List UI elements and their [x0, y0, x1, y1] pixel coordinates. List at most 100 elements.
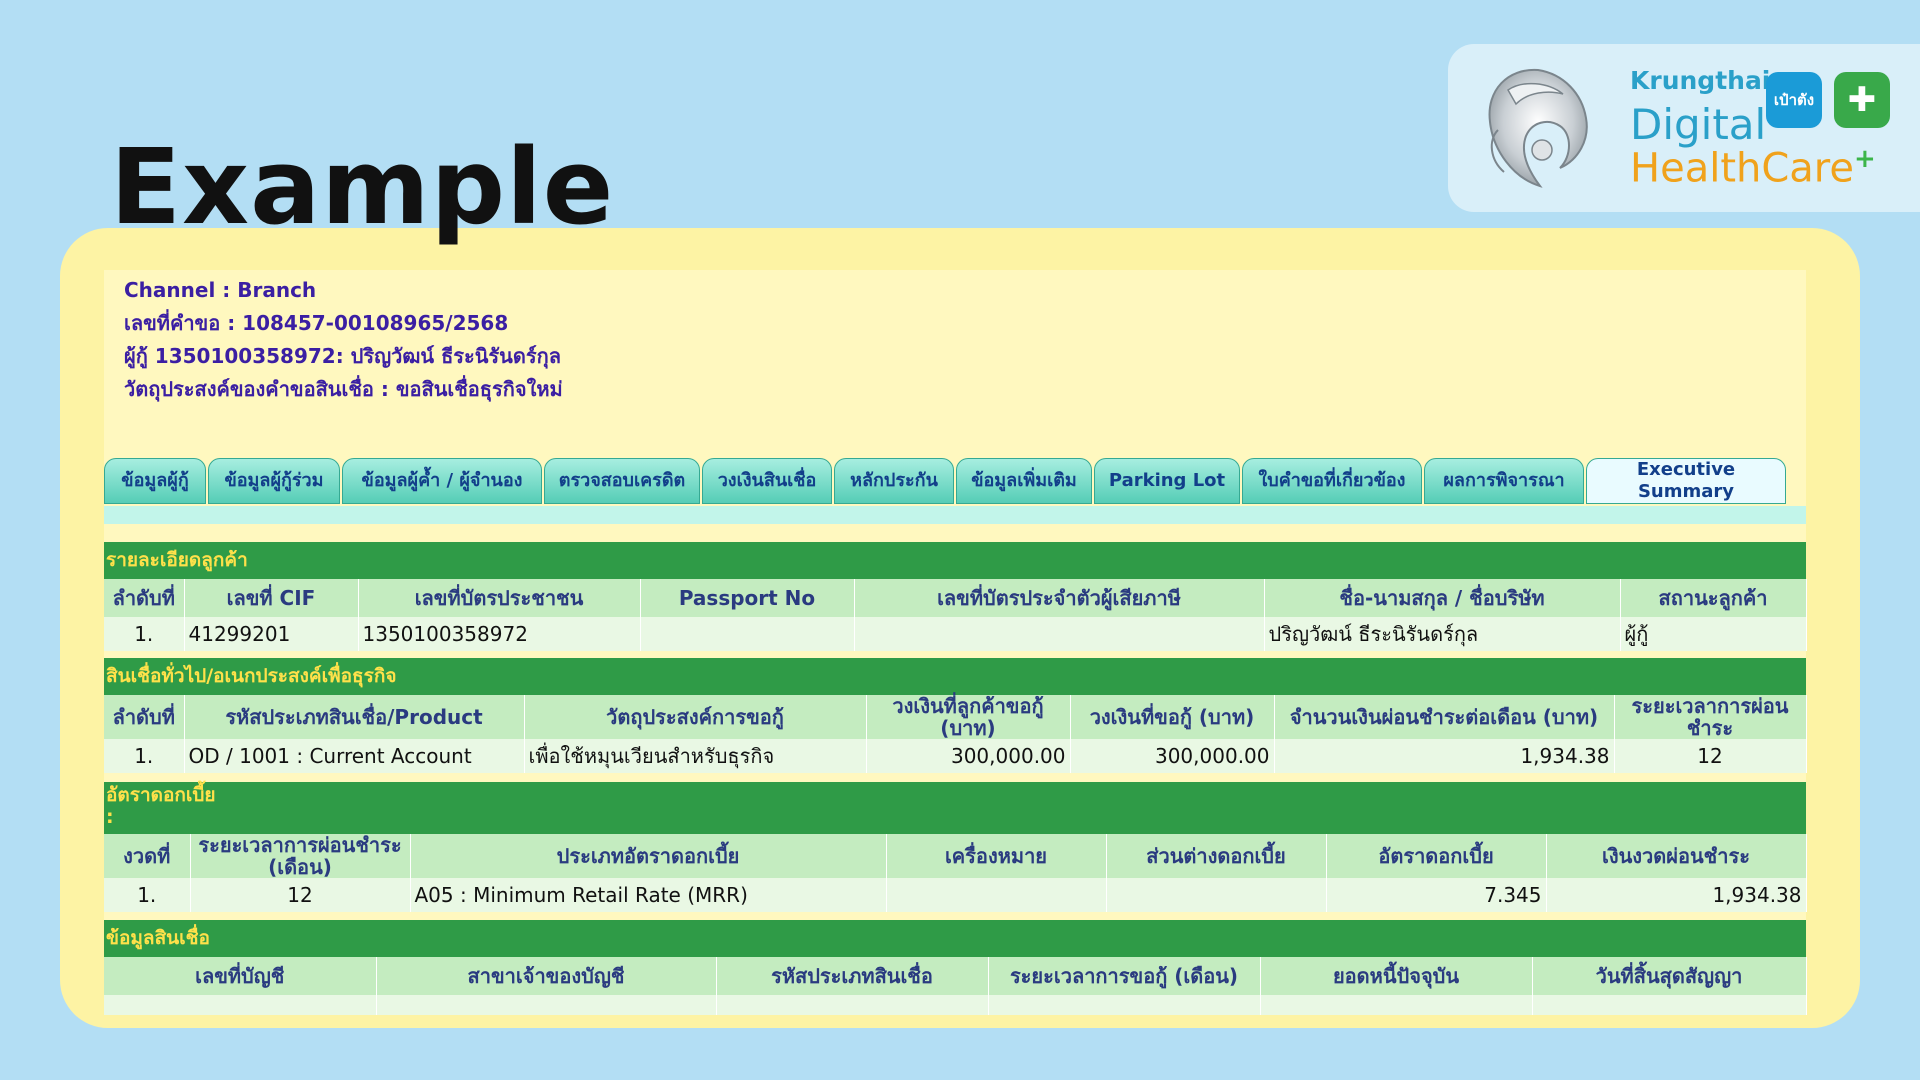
interest-rate-heading-colon: : — [106, 806, 114, 828]
credit-column-header: เลขที่บัญชี — [104, 957, 377, 995]
rate-cell: 1. — [104, 878, 191, 912]
health-plus-app-icon: ✚ — [1834, 72, 1890, 128]
loan-cell: OD / 1001 : Current Account — [184, 739, 525, 773]
loan-cell: 1. — [104, 739, 185, 773]
tab-underline — [104, 506, 1806, 524]
loan-section: สินเชื่อทั่วไป/อเนกประสงค์เพื่อธุรกิจ ลำ… — [104, 658, 1807, 773]
garuda-emblem-icon — [1488, 68, 1588, 188]
tab-2[interactable]: ข้อมูลผู้กู้ร่วม — [208, 458, 340, 504]
interest-rate-section-heading: อัตราดอกเบี้ย : — [104, 782, 1806, 834]
customer-cell: ผู้กู้ — [1620, 617, 1807, 651]
brand-plus-mark: + — [1853, 144, 1876, 174]
loan-section-heading: สินเชื่อทั่วไป/อเนกประสงค์เพื่อธุรกิจ — [104, 658, 1806, 695]
rate-cell: A05 : Minimum Retail Rate (MRR) — [410, 878, 887, 912]
customer-column-header: สถานะลูกค้า — [1620, 579, 1807, 617]
credit-empty-cell — [988, 995, 1261, 1015]
customer-cell — [854, 617, 1265, 651]
interest-rate-heading-text: อัตราดอกเบี้ย — [106, 784, 216, 806]
loan-column-header: จำนวนเงินผ่อนชำระต่อเดือน (บาท) — [1274, 695, 1615, 739]
credit-info-section: ข้อมูลสินเชื่อ เลขที่บัญชี สาขาเจ้าของบัญ… — [104, 920, 1807, 1015]
table-row: 1. 12 A05 : Minimum Retail Rate (MRR) 7.345… — [104, 878, 1807, 912]
table-row: 1. OD / 1001 : Current Account เพื่อใช้หมุ… — [104, 739, 1807, 773]
loan-summary-sheet: Channel : Branch เลขที่คำขอ : 108457-001… — [104, 270, 1807, 1015]
tab-bar: ข้อมูลผู้กู้ ข้อมูลผู้กู้ร่วม ข้อมูลผู้ค้ำ… — [104, 458, 1806, 508]
customer-column-header: เลขที่ CIF — [184, 579, 359, 617]
rate-column-header: ส่วนต่างดอกเบี้ย — [1106, 834, 1327, 878]
customer-cell — [640, 617, 855, 651]
customer-section: รายละเอียดลูกค้า ลำดับที่ เลขที่ CIF เลขที… — [104, 542, 1807, 651]
brand-logo-panel: Krungthai Digital HealthCare+ เป๋าตัง ✚ — [1448, 44, 1920, 212]
purpose-text: วัตถุประสงค์ของคำขอสินเชื่อ : ขอสินเชื่อ… — [124, 377, 563, 401]
credit-column-header: รหัสประเภทสินเชื่อ — [716, 957, 989, 995]
tab-11[interactable]: Executive Summary — [1586, 458, 1786, 504]
brand-healthcare-text: HealthCare — [1630, 145, 1854, 192]
tab-9[interactable]: ใบคำขอที่เกี่ยวข้อง — [1242, 458, 1422, 504]
loan-cell: 300,000.00 — [1070, 739, 1275, 773]
rate-cell: 7.345 — [1326, 878, 1547, 912]
tab-7[interactable]: ข้อมูลเพิ่มเติม — [956, 458, 1092, 504]
tab-8[interactable]: Parking Lot — [1094, 458, 1240, 504]
paotang-app-icon: เป๋าตัง — [1766, 72, 1822, 128]
tab-3[interactable]: ข้อมูลผู้ค้ำ / ผู้จำนอง — [342, 458, 542, 504]
loan-column-header: วัตถุประสงค์การขอกู้ — [524, 695, 867, 739]
customer-cell: 41299201 — [184, 617, 359, 651]
customer-cell: 1350100358972 — [358, 617, 641, 651]
rate-column-header: งวดที่ — [104, 834, 191, 878]
credit-empty-cell — [716, 995, 989, 1015]
rate-column-header: ประเภทอัตราดอกเบี้ย — [410, 834, 887, 878]
interest-rate-section: อัตราดอกเบี้ย : งวดที่ ระยะเวลาการผ่อนชำร… — [104, 782, 1807, 912]
credit-info-table: เลขที่บัญชี สาขาเจ้าของบัญชี รหัสประเภทสิน… — [104, 957, 1807, 1015]
paotang-label: เป๋าตัง — [1773, 91, 1815, 109]
loan-column-header: รหัสประเภทสินเชื่อ/Product — [184, 695, 525, 739]
credit-column-header: วันที่สิ้นสุดสัญญา — [1532, 957, 1807, 995]
brand-name-digital: Digital — [1630, 100, 1767, 149]
tab-1[interactable]: ข้อมูลผู้กู้ — [104, 458, 206, 504]
customer-column-header: ลำดับที่ — [104, 579, 185, 617]
loan-cell: 1,934.38 — [1274, 739, 1615, 773]
borrower-text: ผู้กู้ 1350100358972: ปริญวัฒน์ ธีระนิรั… — [124, 344, 561, 368]
loan-column-header: วงเงินที่ขอกู้ (บาท) — [1070, 695, 1275, 739]
plus-glyph: ✚ — [1847, 80, 1877, 120]
credit-column-header: ระยะเวลาการขอกู้ (เดือน) — [988, 957, 1261, 995]
credit-empty-cell — [1532, 995, 1807, 1015]
tab-6[interactable]: หลักประกัน — [834, 458, 954, 504]
rate-cell — [1106, 878, 1327, 912]
brand-name-healthcare: HealthCare+ — [1630, 144, 1876, 191]
customer-section-heading: รายละเอียดลูกค้า — [104, 542, 1806, 579]
tab-4[interactable]: ตรวจสอบเครดิต — [544, 458, 700, 504]
loan-cell: 300,000.00 — [866, 739, 1071, 773]
rate-column-header: ระยะเวลาการผ่อนชำระ (เดือน) — [190, 834, 411, 878]
rate-column-header: อัตราดอกเบี้ย — [1326, 834, 1547, 878]
loan-table: ลำดับที่ รหัสประเภทสินเชื่อ/Product วัตถุป… — [104, 695, 1807, 773]
table-row — [104, 995, 1807, 1015]
tab-5[interactable]: วงเงินสินเชื่อ — [702, 458, 832, 504]
customer-column-header: เลขที่บัตรประชาชน — [358, 579, 641, 617]
loan-column-header: วงเงินที่ลูกค้าขอกู้ (บาท) — [866, 695, 1071, 739]
rate-cell — [886, 878, 1107, 912]
loan-cell: 12 — [1614, 739, 1807, 773]
request-number-text: เลขที่คำขอ : 108457-00108965/2568 — [124, 311, 509, 335]
credit-empty-cell — [104, 995, 377, 1015]
customer-column-header: ชื่อ-นามสกุล / ชื่อบริษัท — [1264, 579, 1621, 617]
credit-column-header: สาขาเจ้าของบัญชี — [376, 957, 717, 995]
credit-empty-cell — [1260, 995, 1533, 1015]
customer-cell: ปริญวัฒน์ ธีระนิรันดร์กุล — [1264, 617, 1621, 651]
page-title: Example — [110, 126, 615, 248]
loan-cell: เพื่อใช้หมุนเวียนสำหรับธุรกิจ — [524, 739, 867, 773]
rate-column-header: เงินงวดผ่อนชำระ — [1546, 834, 1807, 878]
tab-10[interactable]: ผลการพิจารณา — [1424, 458, 1584, 504]
loan-column-header: ระยะเวลาการผ่อนชำระ — [1614, 695, 1807, 739]
brand-name-krungthai: Krungthai — [1630, 66, 1771, 95]
customer-column-header: เลขที่บัตรประจำตัวผู้เสียภาษี — [854, 579, 1265, 617]
customer-cell: 1. — [104, 617, 185, 651]
rate-column-header: เครื่องหมาย — [886, 834, 1107, 878]
rate-cell: 1,934.38 — [1546, 878, 1807, 912]
rate-cell: 12 — [190, 878, 411, 912]
credit-empty-cell — [376, 995, 717, 1015]
interest-rate-table: งวดที่ ระยะเวลาการผ่อนชำระ (เดือน) ประเภทอ… — [104, 834, 1807, 912]
customer-column-header: Passport No — [640, 579, 855, 617]
credit-column-header: ยอดหนี้ปัจจุบัน — [1260, 957, 1533, 995]
channel-text: Channel : Branch — [124, 278, 317, 302]
credit-info-section-heading: ข้อมูลสินเชื่อ — [104, 920, 1806, 957]
request-info: Channel : Branch เลขที่คำขอ : 108457-001… — [104, 270, 1806, 406]
